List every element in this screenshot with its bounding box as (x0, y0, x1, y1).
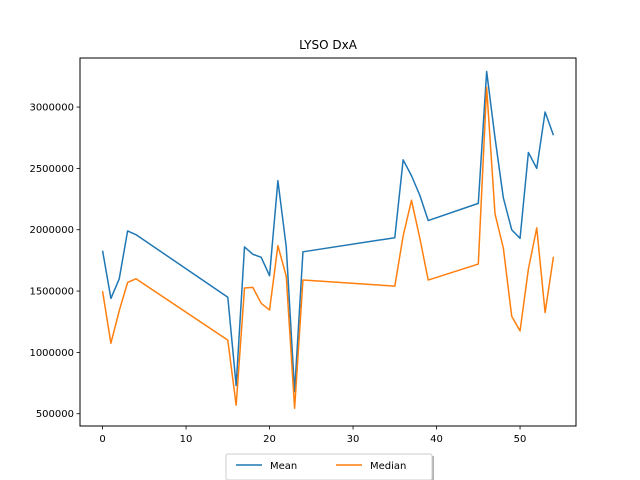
chart-title: LYSO DxA (299, 38, 358, 52)
x-tick-label: 0 (99, 434, 105, 445)
legend-label-median: Median (370, 461, 406, 472)
y-axis: 500000 1000000 1500000 2000000 2500000 300000… (29, 103, 80, 420)
x-tick-label: 40 (430, 434, 443, 445)
y-tick-label: 1500000 (29, 287, 74, 298)
y-tick-label: 500000 (36, 409, 74, 420)
x-axis: 0 10 20 30 40 50 (99, 426, 526, 445)
y-tick-label: 2000000 (29, 225, 74, 236)
y-tick-label: 2500000 (29, 164, 74, 175)
x-tick-label: 20 (263, 434, 276, 445)
legend: Mean Median (225, 453, 434, 480)
y-tick-label: 3000000 (29, 103, 74, 114)
plot-frame (79, 57, 577, 427)
x-tick-label: 30 (347, 434, 360, 445)
y-tick-label: 1000000 (29, 348, 74, 359)
legend-items: Mean Median (236, 461, 406, 472)
series-line-mean (101, 70, 555, 393)
x-tick-label: 10 (180, 434, 193, 445)
plot-lines (101, 70, 555, 409)
series-line-median (101, 86, 555, 409)
x-tick-label: 50 (514, 434, 527, 445)
legend-label-mean: Mean (270, 461, 297, 472)
legend-box (225, 453, 433, 480)
